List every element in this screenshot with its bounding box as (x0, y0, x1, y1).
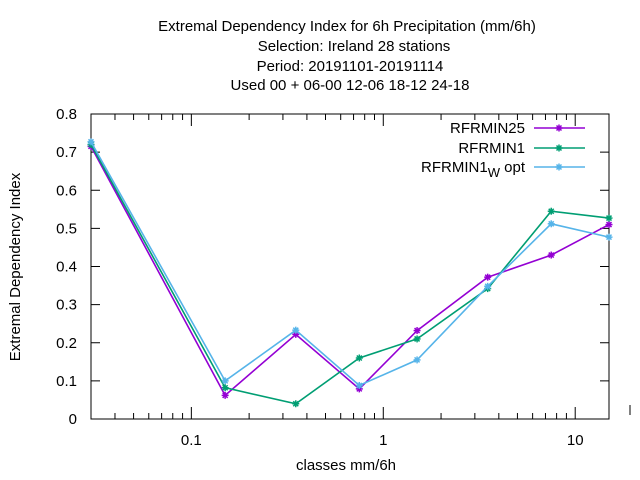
data-point (547, 251, 555, 259)
y-tick-label: 0.8 (56, 106, 77, 123)
legend-label: RFRMIN1 (458, 140, 525, 157)
y-tick-label: 0.6 (56, 182, 77, 199)
data-point (221, 384, 229, 392)
x-tick-label: 10 (567, 432, 584, 449)
series-line (90, 141, 610, 387)
legend-item: RFRMIN1W opt (421, 159, 585, 180)
plot-frame (90, 113, 610, 420)
data-point (221, 377, 229, 385)
x-tick-label: 1 (379, 432, 387, 449)
series-line (90, 146, 610, 397)
data-point (355, 354, 363, 362)
data-point (605, 233, 613, 241)
legend-item: RFRMIN25 (450, 120, 585, 137)
data-point (413, 356, 421, 364)
legend-item: RFRMIN1 (458, 140, 585, 157)
y-axis-label: Extremal Dependency Index (7, 172, 24, 361)
x-axis-label: classes mm/6h (296, 457, 396, 474)
data-point (413, 327, 421, 335)
data-point (605, 214, 613, 222)
data-point (555, 163, 563, 171)
data-point (484, 273, 492, 281)
data-point (221, 391, 229, 399)
data-point (355, 381, 363, 389)
y-tick-label: 0.5 (56, 220, 77, 237)
data-point (605, 221, 613, 229)
legend: RFRMIN25 RFRMIN1 RFRMIN1W opt (421, 120, 585, 180)
chart-title: Extremal Dependency Index for 6h Precipi… (158, 18, 536, 94)
series-2 (87, 141, 613, 408)
y-axis: 0 0.1 0.2 0.3 0.4 0.5 0.6 0.7 0.8 (56, 106, 609, 428)
legend-label: RFRMIN25 (450, 120, 525, 137)
data-point (413, 335, 421, 343)
y-tick-label: 0.1 (56, 373, 77, 390)
data-point (292, 400, 300, 408)
y-tick-label: 0.4 (56, 259, 77, 276)
data-point (484, 282, 492, 290)
data-point (87, 138, 95, 146)
series-1 (87, 142, 613, 399)
y-tick-label: 0.2 (56, 335, 77, 352)
title-line-3: Period: 20191101-20191114 (257, 58, 444, 75)
x-tick-label: 0.1 (181, 432, 202, 449)
data-point (547, 220, 555, 228)
title-line-2: Selection: Ireland 28 stations (258, 38, 451, 55)
y-tick-label: 0.3 (56, 297, 77, 314)
x-axis: 0.1 1 10 (90, 114, 584, 449)
data-point (555, 144, 563, 152)
title-line-1: Extremal Dependency Index for 6h Precipi… (158, 18, 536, 35)
data-point (292, 326, 300, 334)
series-3 (87, 138, 613, 389)
y-tick-label: 0 (69, 411, 77, 428)
series-layer (87, 138, 613, 408)
data-point (555, 124, 563, 132)
series-line (90, 144, 610, 405)
title-line-4: Used 00 + 06-00 12-06 18-12 24-18 (231, 77, 470, 94)
y-tick-label: 0.7 (56, 144, 77, 161)
legend-label: RFRMIN1W opt (421, 159, 526, 180)
data-point (547, 207, 555, 215)
